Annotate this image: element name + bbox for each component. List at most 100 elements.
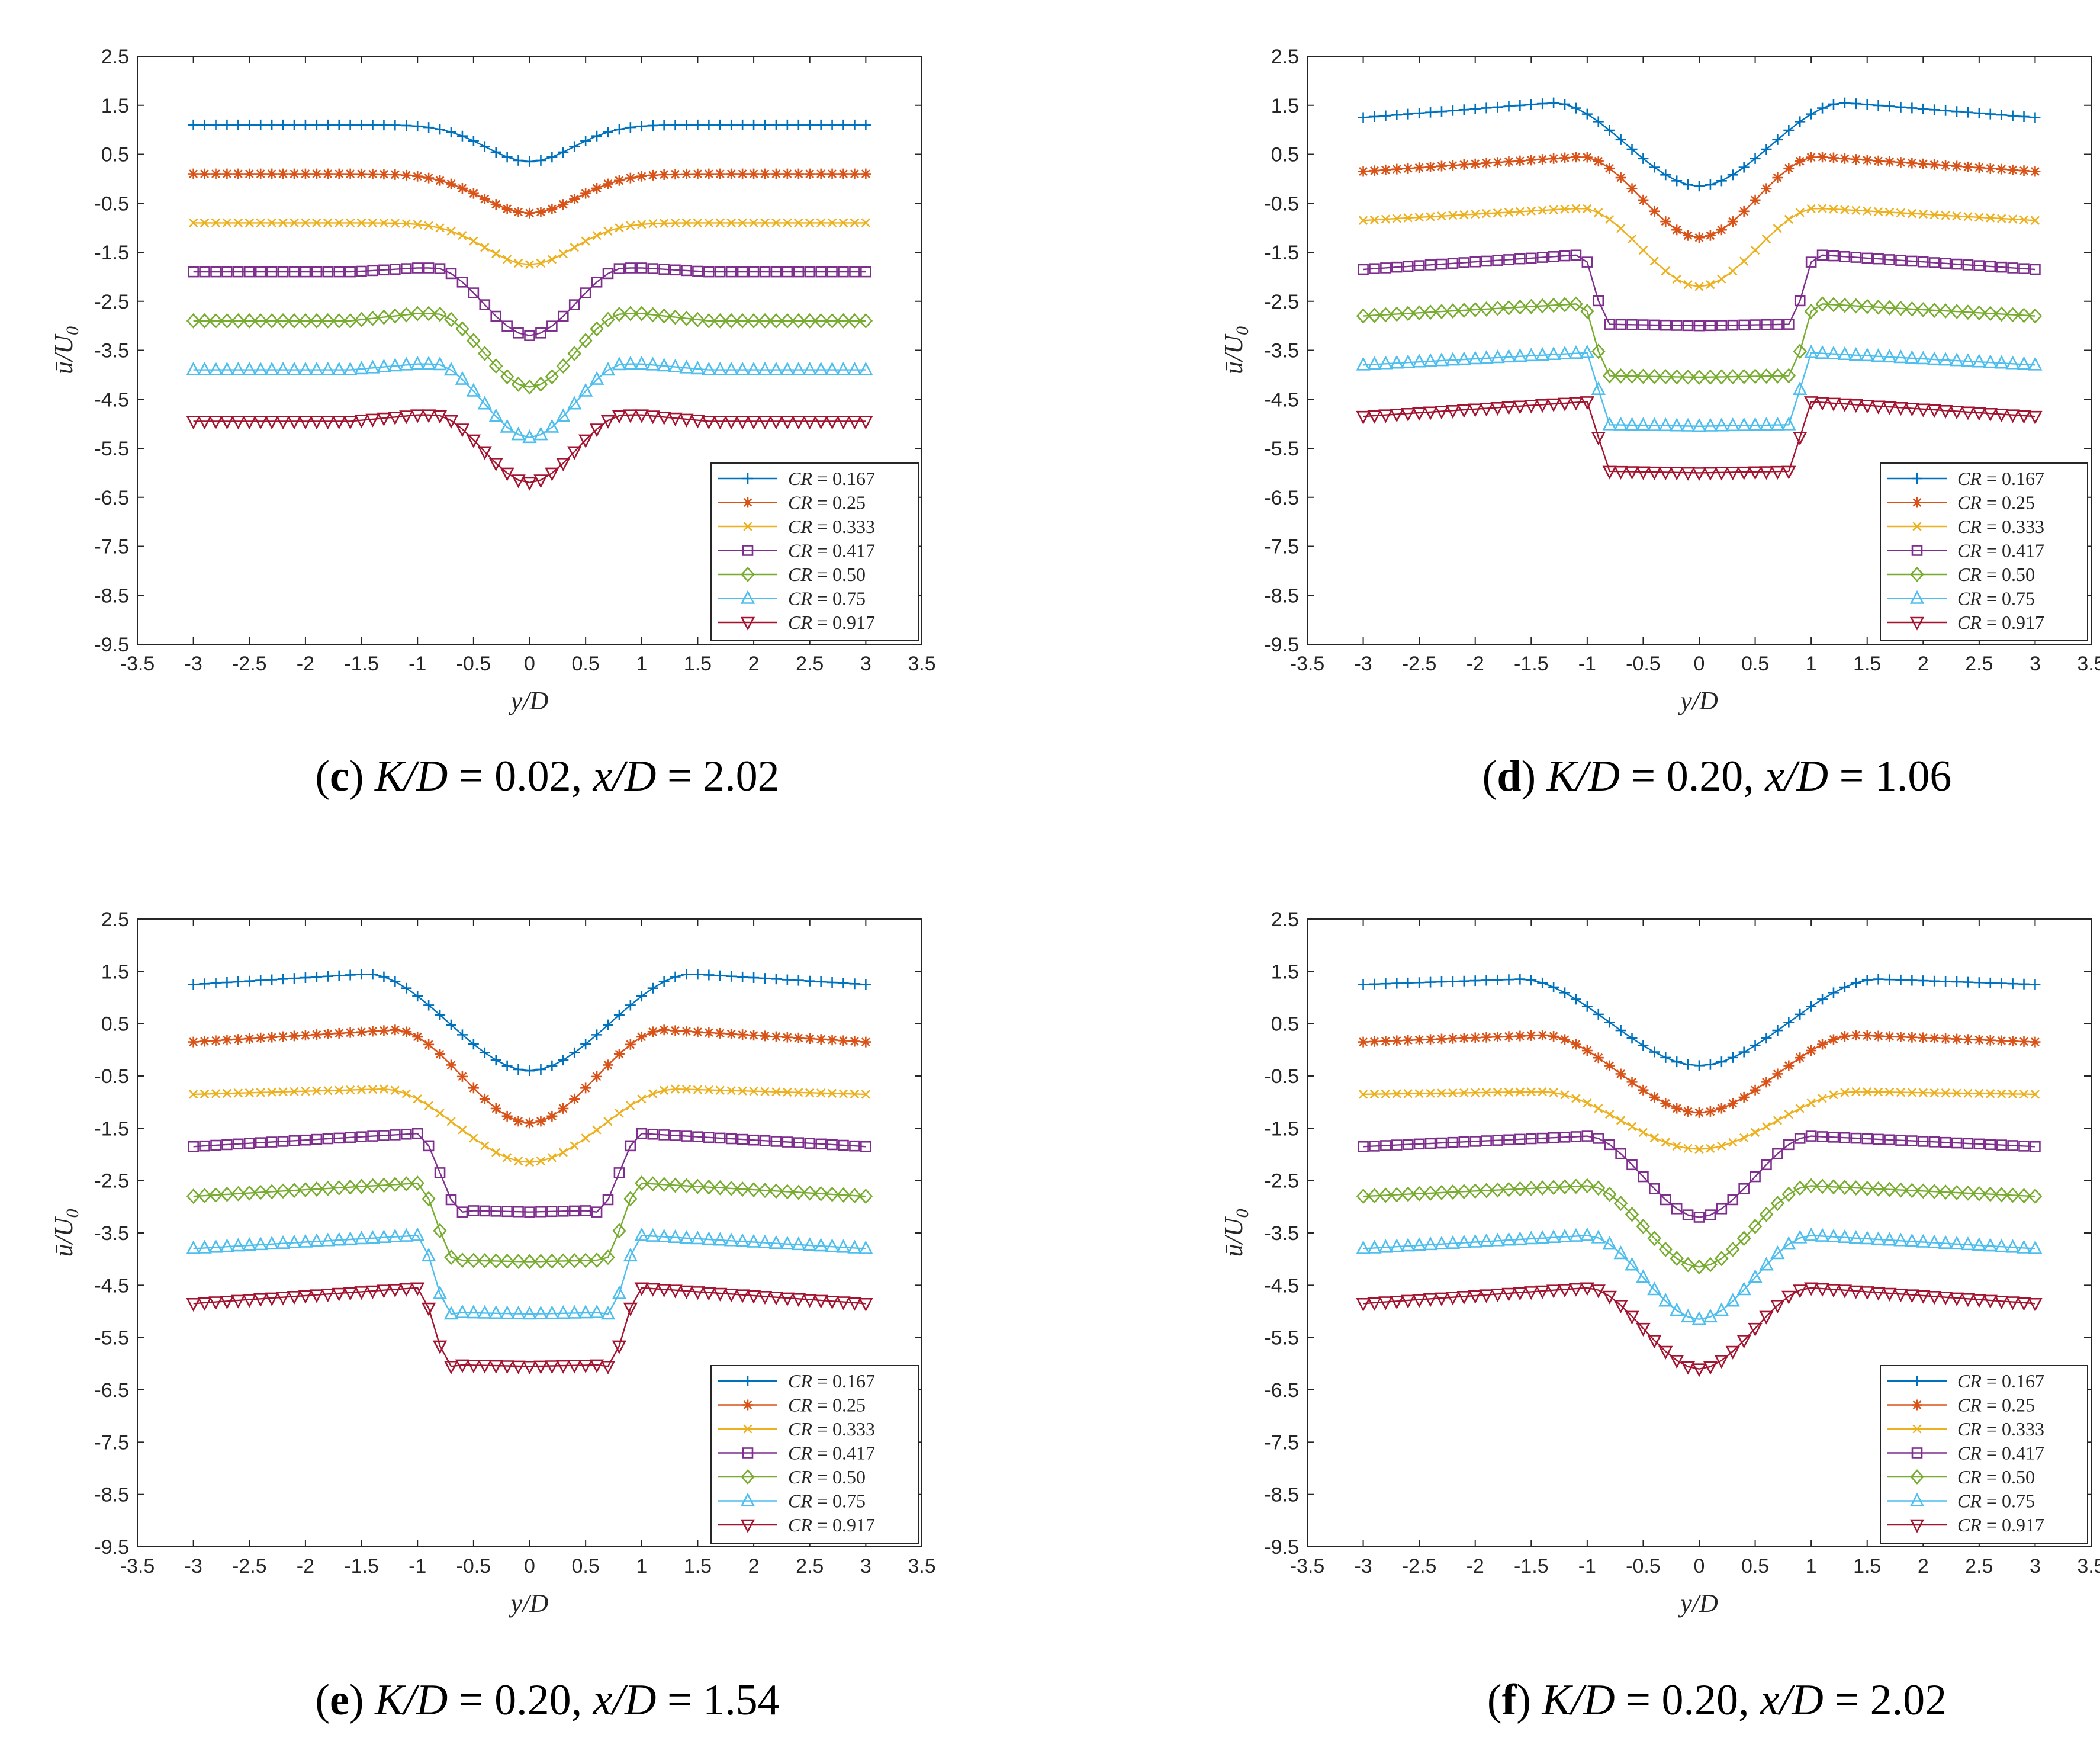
data-point: [1683, 1106, 1694, 1117]
data-point: [513, 1206, 524, 1218]
data-point: [1425, 161, 1436, 172]
legend-marker: [742, 473, 753, 484]
data-point: [1828, 1132, 1839, 1143]
data-point: [332, 1232, 346, 1246]
data-point: [287, 416, 302, 430]
data-point: [1581, 1045, 1593, 1056]
data-point: [1860, 1231, 1874, 1245]
data-point: [378, 264, 390, 276]
data-point: [1503, 1031, 1514, 1042]
data-point: [345, 218, 355, 228]
data-point: [770, 266, 782, 278]
series-2: [188, 168, 871, 219]
data-point: [345, 266, 356, 278]
y-axis-label: ū/U0: [49, 326, 82, 374]
panel-caption: (c) K/D = 0.02, x/D = 2.02: [315, 752, 779, 801]
data-point: [746, 1234, 761, 1248]
data-point: [1727, 169, 1738, 181]
data-point: [768, 1292, 784, 1306]
y-tick-label: -1.5: [94, 1117, 129, 1140]
data-point: [2018, 165, 2030, 176]
data-point: [658, 1129, 670, 1141]
data-point: [466, 1360, 481, 1374]
data-point: [1568, 345, 1584, 359]
data-point: [600, 1306, 616, 1320]
data-point: [1569, 296, 1583, 312]
data-point: [1458, 975, 1469, 987]
data-point: [188, 1141, 199, 1152]
data-point: [1402, 1139, 1414, 1151]
data-point: [220, 1186, 234, 1202]
data-point: [221, 168, 233, 179]
data-point: [793, 975, 804, 986]
data-point: [737, 266, 748, 278]
data-point: [365, 359, 380, 374]
data-point: [1524, 1231, 1539, 1245]
data-point: [365, 310, 380, 326]
data-point: [255, 168, 266, 179]
data-point: [1851, 205, 1861, 215]
data-point: [1837, 1229, 1853, 1244]
data-point: [399, 307, 414, 323]
y-tick-label: -9.5: [94, 1536, 129, 1559]
data-point: [222, 1088, 232, 1098]
data-point: [256, 218, 265, 228]
data-point: [1513, 348, 1527, 362]
data-point: [668, 358, 683, 372]
data-point: [208, 416, 223, 430]
data-point: [388, 1177, 403, 1193]
data-point: [300, 1134, 311, 1146]
data-point: [312, 218, 321, 228]
data-point: [533, 376, 548, 392]
data-point: [2018, 263, 2030, 274]
data-point: [737, 1133, 748, 1145]
data-point: [1403, 213, 1413, 223]
data-point: [1916, 403, 1931, 417]
data-point: [309, 1289, 324, 1303]
x-tick-label: -2.5: [232, 653, 267, 675]
data-point: [1938, 1235, 1953, 1249]
data-point: [1602, 1186, 1617, 1202]
data-point: [737, 971, 748, 982]
x-tick-label: 1.5: [1853, 653, 1881, 675]
data-point: [197, 1188, 212, 1203]
data-point: [1660, 1194, 1671, 1206]
data-point: [1884, 207, 1895, 217]
data-point: [255, 266, 266, 278]
data-point: [1367, 410, 1382, 424]
series-1: [1358, 97, 2041, 192]
data-point: [1546, 1284, 1561, 1299]
data-point: [424, 221, 433, 230]
data-point: [1727, 216, 1738, 227]
data-point: [1962, 976, 1973, 988]
data-point: [455, 321, 469, 337]
data-point: [557, 310, 569, 322]
data-point: [278, 1031, 289, 1042]
data-point: [467, 333, 481, 349]
data-point: [480, 1141, 490, 1151]
data-point: [322, 266, 334, 278]
data-point: [1369, 1089, 1379, 1099]
data-point: [838, 1139, 849, 1151]
data-point: [1860, 400, 1874, 414]
data-point: [253, 313, 268, 329]
data-point: [479, 141, 490, 152]
data-point: [625, 262, 636, 274]
data-point: [658, 264, 670, 275]
data-point: [615, 1109, 624, 1118]
data-point: [1761, 144, 1772, 155]
data-point: [1660, 319, 1671, 331]
data-point: [1795, 116, 1806, 127]
data-point: [332, 1180, 346, 1196]
data-point: [1558, 297, 1572, 313]
data-point: [1840, 1088, 1850, 1097]
data-point: [1525, 252, 1537, 264]
data-point: [200, 218, 210, 228]
data-point: [443, 1306, 459, 1320]
data-point: [1941, 211, 1950, 220]
data-point: [466, 434, 481, 448]
data-point: [1873, 1133, 1884, 1145]
data-point: [713, 1180, 728, 1196]
data-point: [703, 119, 715, 130]
data-point: [1358, 112, 1369, 123]
